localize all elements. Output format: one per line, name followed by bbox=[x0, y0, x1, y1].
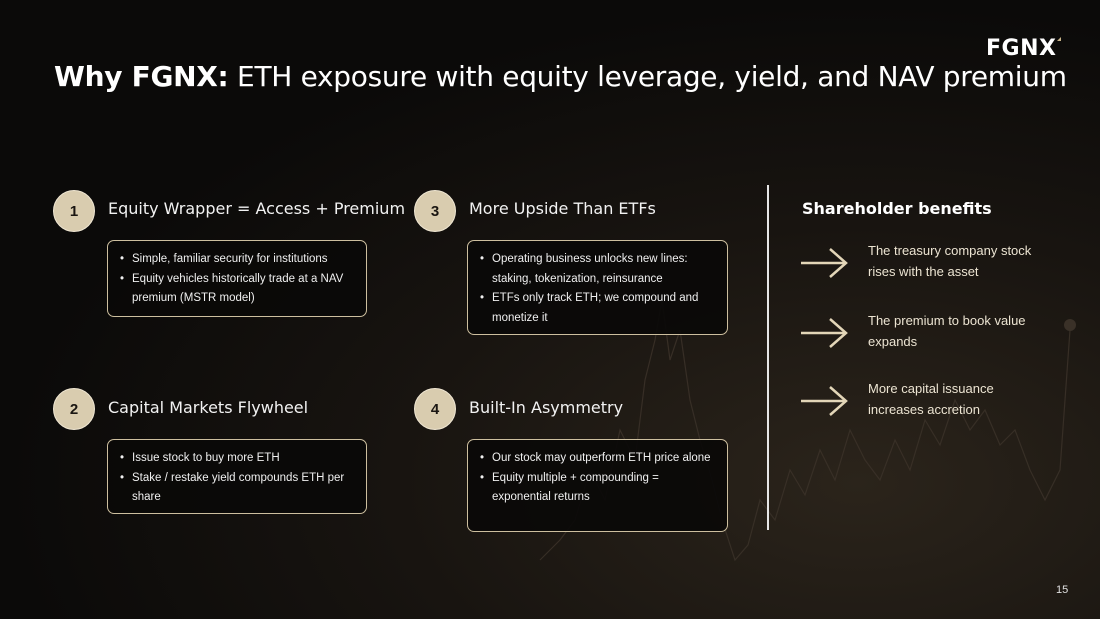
section-3-box: Operating business unlocks new lines: st… bbox=[467, 240, 728, 335]
arrow-right-icon bbox=[801, 318, 848, 348]
benefit-text: The treasury company stock rises with th… bbox=[868, 243, 1032, 279]
bullet-item: Simple, familiar security for institutio… bbox=[118, 250, 356, 270]
benefit-text: The premium to book value expands bbox=[868, 313, 1026, 349]
benefit-item-2: The premium to book value expands bbox=[800, 310, 1060, 358]
section-1-bullets: Simple, familiar security for institutio… bbox=[118, 250, 356, 309]
section-2-heading: Capital Markets Flywheel bbox=[108, 398, 309, 417]
bullet-item: Operating business unlocks new lines: st… bbox=[478, 250, 717, 289]
benefit-text: More capital issuance increases accretio… bbox=[868, 381, 994, 417]
section-2-bullets: Issue stock to buy more ETH Stake / rest… bbox=[118, 449, 356, 508]
section-4-box: Our stock may outperform ETH price alone… bbox=[467, 439, 728, 532]
section-3-heading: More Upside Than ETFs bbox=[469, 199, 656, 218]
section-1-box: Simple, familiar security for institutio… bbox=[107, 240, 367, 317]
arrow-right-icon bbox=[801, 386, 848, 416]
page-number: 15 bbox=[1056, 584, 1069, 596]
section-3-bullets: Operating business unlocks new lines: st… bbox=[478, 250, 717, 328]
bullet-item: Our stock may outperform ETH price alone bbox=[478, 449, 717, 469]
bullet-item: Issue stock to buy more ETH bbox=[118, 449, 356, 469]
bullet-item: Stake / restake yield compounds ETH per … bbox=[118, 469, 356, 508]
benefit-item-1: The treasury company stock rises with th… bbox=[800, 240, 1060, 288]
bullet-item: ETFs only track ETH; we compound and mon… bbox=[478, 289, 717, 328]
arrow-right-icon bbox=[801, 248, 848, 278]
section-3-number-badge: 3 bbox=[414, 190, 456, 232]
shareholder-benefits-title: Shareholder benefits bbox=[802, 199, 992, 218]
section-4-heading: Built-In Asymmetry bbox=[469, 398, 624, 417]
page-title: Why FGNX: ETH exposure with equity lever… bbox=[54, 60, 1067, 93]
section-1-number-badge: 1 bbox=[53, 190, 95, 232]
bullet-item: Equity vehicles historically trade at a … bbox=[118, 270, 356, 309]
page-title-rest: ETH exposure with equity leverage, yield… bbox=[228, 60, 1067, 93]
logo-accent-mark bbox=[1057, 37, 1062, 41]
section-4-bullets: Our stock may outperform ETH price alone… bbox=[478, 449, 717, 508]
section-4-number-badge: 4 bbox=[414, 388, 456, 430]
section-1-heading: Equity Wrapper = Access + Premium bbox=[108, 199, 406, 218]
section-2-box: Issue stock to buy more ETH Stake / rest… bbox=[107, 439, 367, 514]
benefit-item-3: More capital issuance increases accretio… bbox=[800, 378, 1060, 426]
section-2-number-badge: 2 bbox=[53, 388, 95, 430]
page-title-bold: Why FGNX: bbox=[54, 60, 229, 93]
bullet-item: Equity multiple + compounding = exponent… bbox=[478, 469, 717, 508]
vertical-divider bbox=[767, 185, 769, 530]
fgnx-logo: FGNX bbox=[986, 36, 1062, 61]
